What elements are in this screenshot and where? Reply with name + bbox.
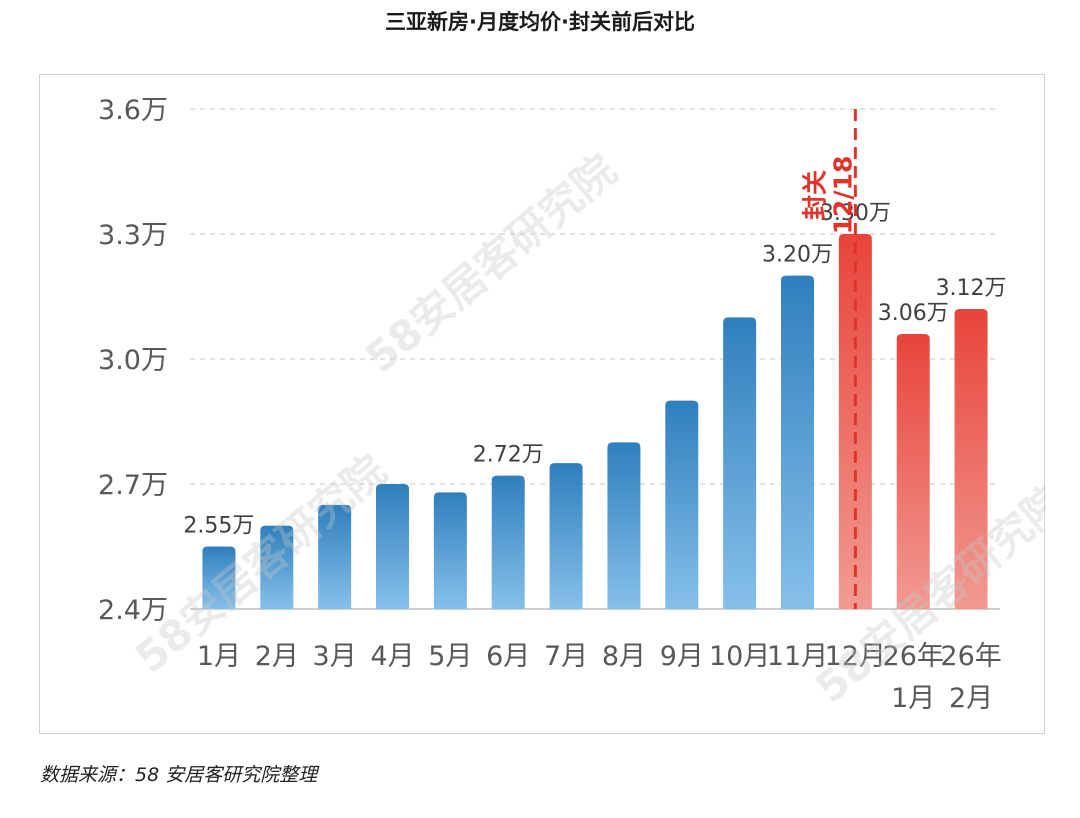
x-tick-label: 6月 [486, 641, 530, 672]
watermark: 58安居客研究院 [356, 145, 625, 382]
x-tick-label: 26年 [940, 641, 1001, 672]
bar [665, 400, 699, 609]
closure-marker-date: 12/18 [828, 156, 857, 235]
data-label: 3.20万 [762, 243, 833, 268]
bar [954, 309, 988, 609]
x-tick-label: 5月 [428, 641, 472, 672]
y-tick-label: 2.4万 [98, 595, 168, 626]
bar [781, 275, 814, 609]
y-tick-label: 3.0万 [98, 345, 168, 376]
x-tick-label: 26年 [883, 641, 944, 672]
chart-title: 三亚新房·月度均价·封关前后对比 [385, 10, 695, 34]
data-label: 3.06万 [878, 301, 949, 326]
data-label: 2.72万 [473, 443, 544, 468]
bar [318, 504, 352, 609]
closure-marker-text: 封关 [800, 170, 829, 220]
bar [491, 475, 525, 609]
x-tick-label: 11月 [767, 641, 828, 672]
data-label: 2.55万 [183, 514, 254, 539]
bar-chart: 2.4万 2.7万 3.0万 3.3万 3.6万 1月 2.55万 2月 3月 4月 5月 6月 2.7… [98, 95, 1046, 714]
data-source-note: 数据来源：58 安居客研究院整理 [40, 764, 318, 786]
x-tick-label: 2月 [949, 683, 993, 714]
chart-frame: 2.4万 2.7万 3.0万 3.3万 3.6万 1月 2.55万 2月 3月 4月 5月 6月 2.7… [39, 74, 1046, 734]
y-tick-label: 3.3万 [98, 220, 168, 251]
bar [549, 463, 583, 609]
x-tick-label: 3月 [313, 641, 357, 672]
x-tick-label: 7月 [544, 641, 588, 672]
bar [376, 484, 409, 609]
bar [723, 317, 757, 609]
y-tick-label: 2.7万 [98, 470, 168, 501]
bar [607, 442, 641, 609]
closure-marker-label: 封关 12/18 [800, 156, 857, 235]
bar [260, 525, 294, 609]
x-tick-label: 9月 [660, 641, 704, 672]
bar [202, 546, 236, 609]
x-tick-label: 1月 [197, 641, 241, 672]
bar [896, 334, 930, 609]
bar [433, 492, 467, 609]
x-tick-label: 4月 [370, 641, 414, 672]
x-tick-label: 8月 [602, 641, 646, 672]
x-tick-label: 12月 [825, 641, 886, 672]
y-tick-label: 3.6万 [98, 95, 168, 126]
data-label: 3.12万 [936, 276, 1007, 301]
x-tick-label: 1月 [891, 683, 935, 714]
x-tick-label: 10月 [709, 641, 770, 672]
x-tick-label: 2月 [255, 641, 299, 672]
